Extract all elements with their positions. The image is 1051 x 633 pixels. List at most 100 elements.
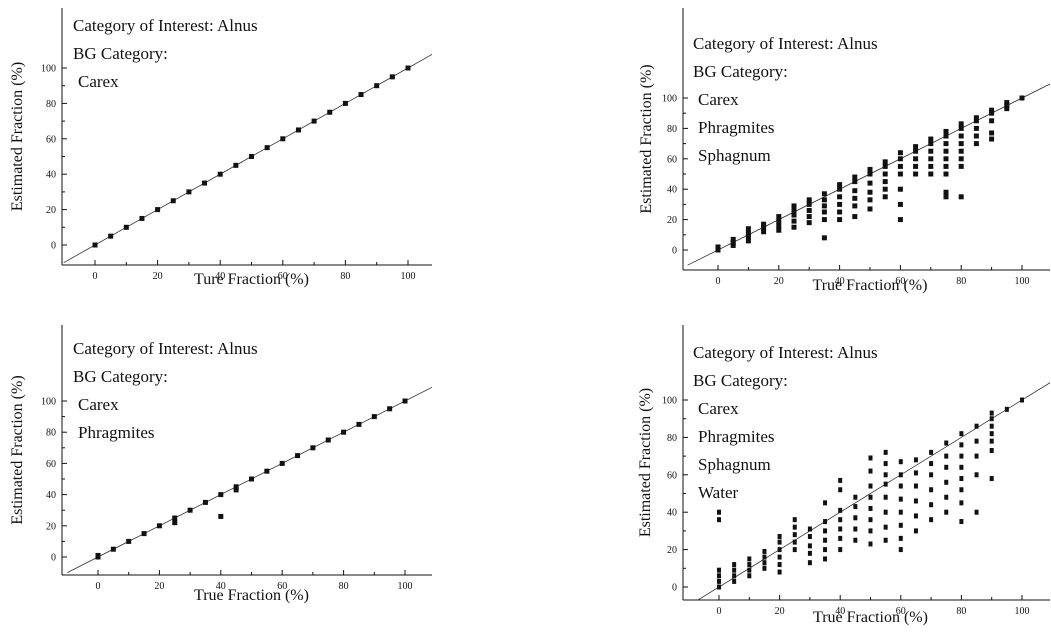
data-point xyxy=(1019,95,1025,101)
data-point xyxy=(882,159,888,165)
data-point xyxy=(777,539,782,545)
y-tick-label: 60 xyxy=(46,459,56,470)
data-point xyxy=(944,440,949,446)
data-point xyxy=(867,189,873,195)
data-point xyxy=(973,115,979,121)
data-point xyxy=(868,541,873,547)
data-point xyxy=(913,470,918,476)
data-point xyxy=(761,224,767,230)
data-point xyxy=(838,517,843,523)
x-tick-label: 20 xyxy=(775,606,785,617)
data-point xyxy=(310,445,316,451)
data-point xyxy=(249,154,254,159)
data-point xyxy=(838,507,843,513)
data-point xyxy=(974,438,979,444)
data-point xyxy=(717,509,721,515)
data-point xyxy=(837,182,843,188)
data-point xyxy=(715,244,721,250)
data-point xyxy=(807,560,812,566)
data-point xyxy=(943,189,949,195)
data-point xyxy=(762,548,767,554)
data-point xyxy=(807,526,812,532)
data-point xyxy=(867,166,873,172)
annotation-line: Category of Interest: Alnus xyxy=(73,339,258,358)
y-tick-label: 20 xyxy=(667,215,677,226)
data-point xyxy=(973,125,979,131)
data-point xyxy=(730,242,736,248)
data-point xyxy=(745,230,751,236)
y-tick-label: 80 xyxy=(667,124,677,135)
data-point xyxy=(913,528,918,534)
data-point xyxy=(325,437,331,443)
data-point xyxy=(717,578,721,584)
annotation-line: Category of Interest: Alnus xyxy=(73,16,258,35)
data-point xyxy=(868,468,873,474)
data-point xyxy=(792,532,797,538)
data-point xyxy=(882,163,888,169)
data-point xyxy=(944,494,949,500)
data-point xyxy=(821,235,827,241)
data-point xyxy=(959,519,964,525)
x-tick-label: 100 xyxy=(1015,276,1030,287)
y-axis-label: Estimated Fraction (%) xyxy=(9,375,26,524)
data-point xyxy=(387,406,393,412)
data-point xyxy=(868,528,873,534)
data-point xyxy=(852,203,858,209)
data-point xyxy=(777,534,782,540)
y-tick-label: 100 xyxy=(662,396,677,407)
data-point xyxy=(342,100,348,106)
data-point xyxy=(958,156,964,162)
data-point xyxy=(989,107,995,113)
x-tick-label: 60 xyxy=(895,276,905,287)
x-tick-label: 40 xyxy=(835,276,845,287)
data-point xyxy=(806,207,812,213)
data-point xyxy=(156,523,162,529)
data-point xyxy=(898,535,903,541)
data-point xyxy=(777,562,782,568)
data-point xyxy=(913,156,919,162)
chart-panel-4: 0 20 40 60 80 100 0 20 40 60 80 100 True Fraction (%… xyxy=(637,325,1050,626)
y-tick-label: 0 xyxy=(51,553,56,564)
x-tick-label: 80 xyxy=(956,606,966,617)
data-point xyxy=(1004,406,1009,412)
data-point xyxy=(264,145,270,151)
data-point xyxy=(327,109,333,115)
data-point xyxy=(944,464,949,470)
data-point xyxy=(762,565,767,571)
annotation-line: Carex xyxy=(78,395,119,414)
annotation-line: BG Category: xyxy=(693,62,788,81)
data-point xyxy=(852,179,858,185)
data-point xyxy=(989,130,995,136)
data-point xyxy=(776,214,782,220)
data-point xyxy=(730,236,736,242)
data-point xyxy=(867,206,873,212)
data-point xyxy=(868,517,873,523)
annotation-line: Phragmites xyxy=(698,427,775,446)
data-point xyxy=(218,492,224,498)
data-point xyxy=(853,504,858,510)
y-tick-label: 40 xyxy=(46,170,56,181)
annotation-line: Sphagnum xyxy=(698,146,771,165)
y-tick-label: 80 xyxy=(46,99,56,110)
data-point xyxy=(989,118,995,124)
data-point xyxy=(928,163,934,169)
data-point xyxy=(974,423,979,429)
data-point xyxy=(974,472,979,478)
annotation-line: Phragmites xyxy=(698,118,775,137)
x-tick-label: 40 xyxy=(216,581,226,592)
data-point xyxy=(732,578,737,584)
y-axis-label: Estimated Fraction (%) xyxy=(637,388,654,537)
data-point xyxy=(944,479,949,485)
x-tick-label: 0 xyxy=(96,581,101,592)
data-point xyxy=(897,217,903,223)
data-point xyxy=(958,194,964,200)
data-point xyxy=(989,410,994,416)
data-point xyxy=(747,556,752,562)
data-point xyxy=(883,494,888,500)
data-point xyxy=(1004,103,1010,109)
data-point xyxy=(218,513,224,519)
data-point xyxy=(959,464,964,470)
data-point xyxy=(777,547,782,553)
data-point xyxy=(913,457,918,463)
data-point xyxy=(868,483,873,489)
